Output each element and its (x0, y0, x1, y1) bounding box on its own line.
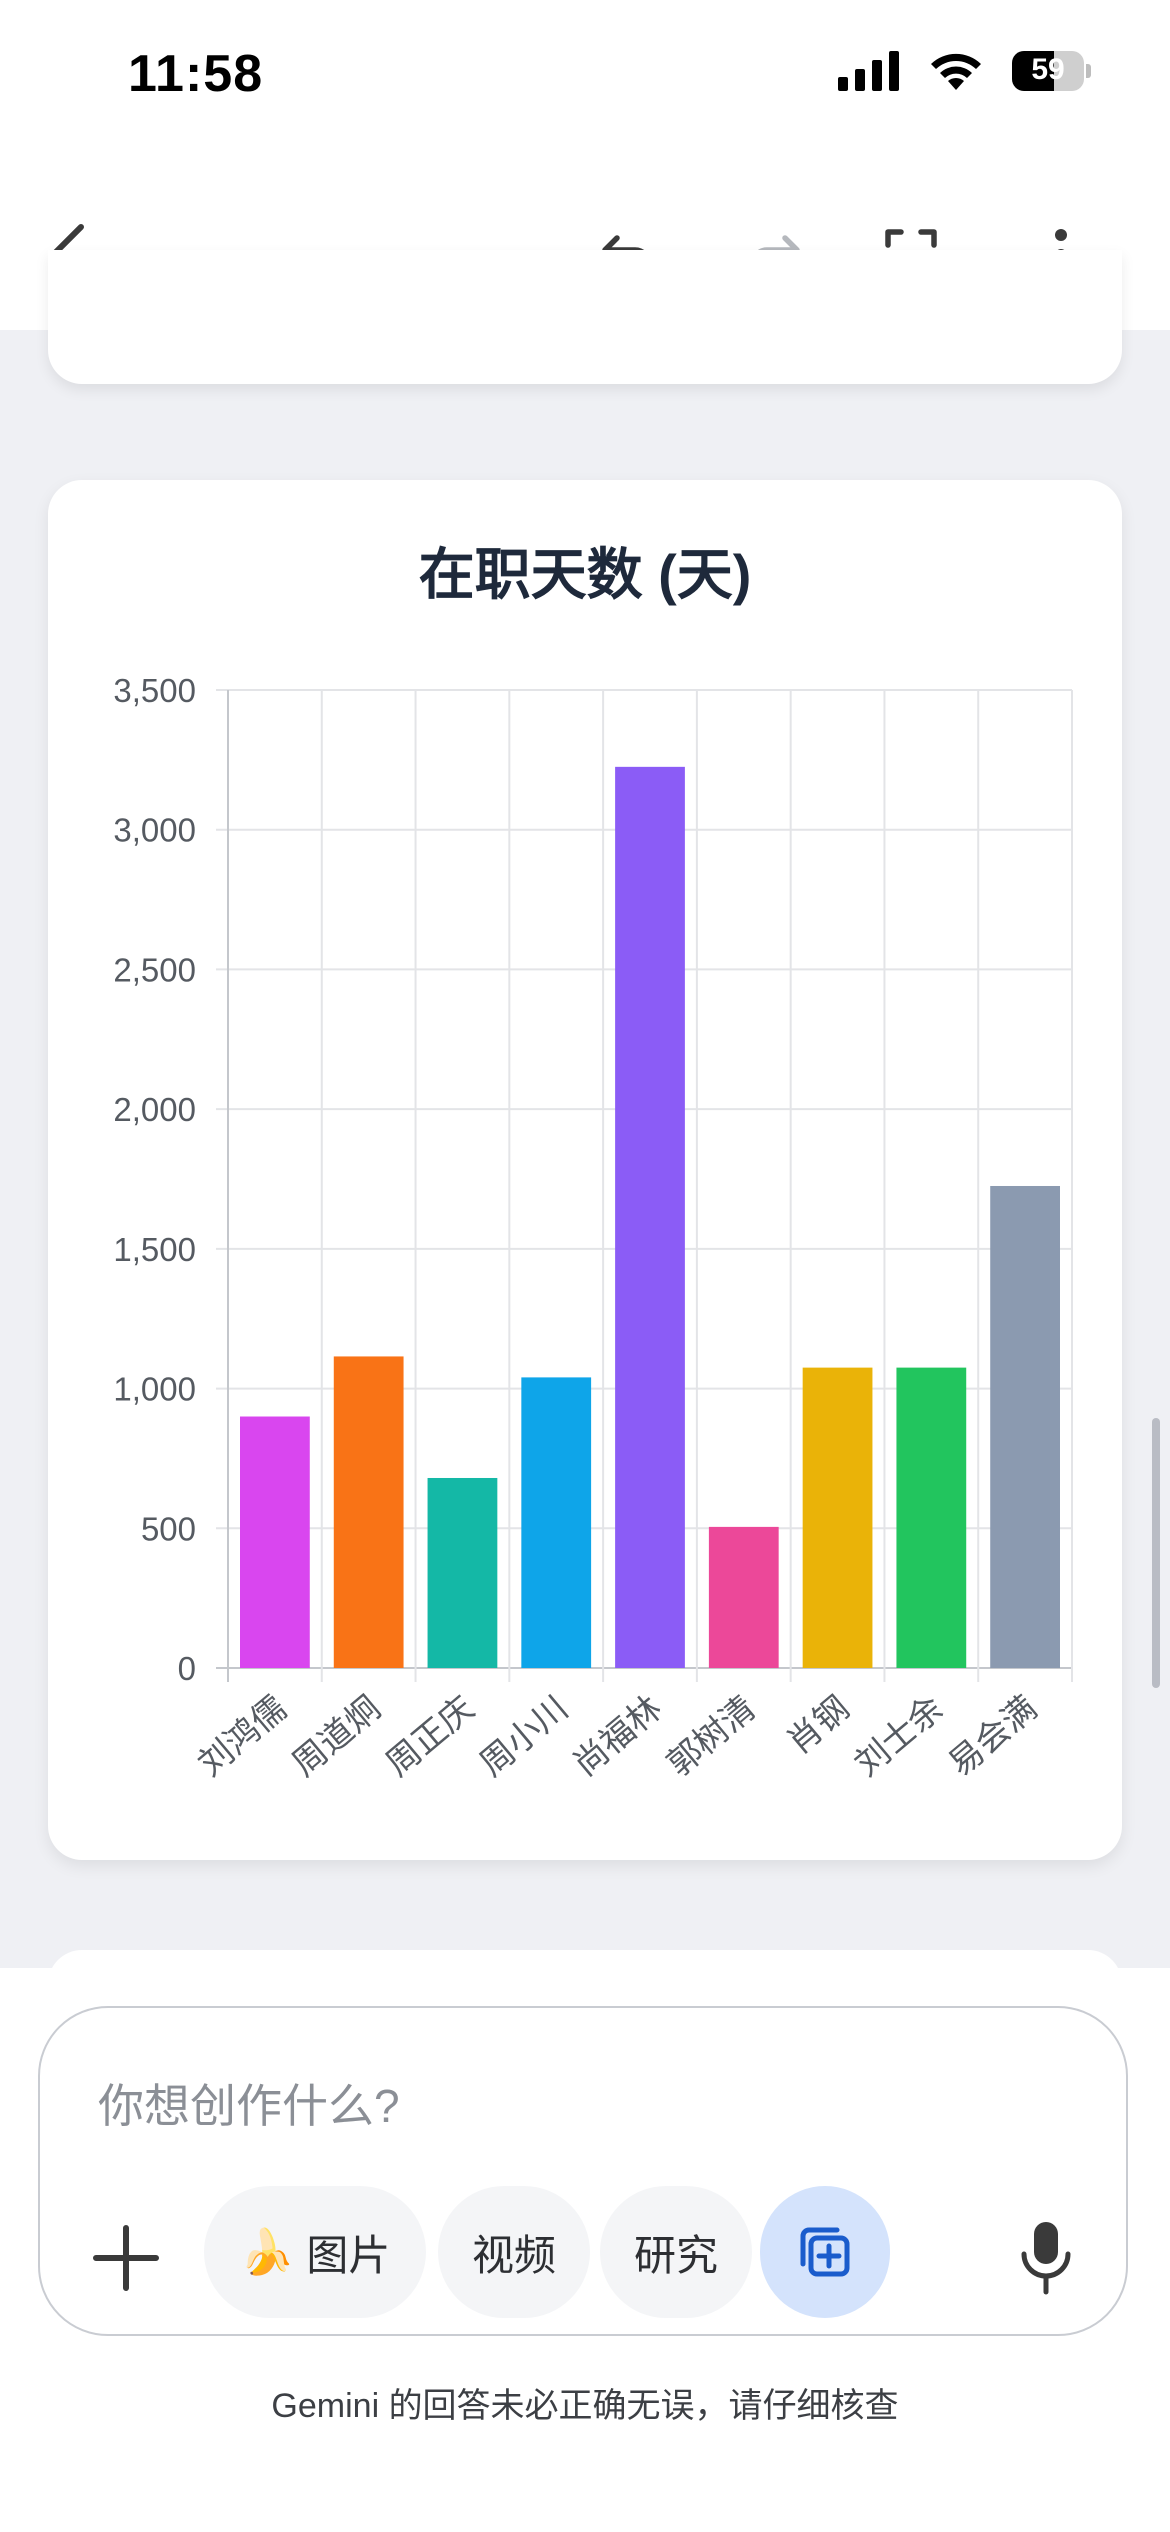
bar (240, 1416, 310, 1668)
bar (521, 1377, 592, 1668)
bar (990, 1185, 1060, 1668)
y-tick-label: 2,000 (113, 1091, 196, 1128)
canvas-add-icon (800, 2227, 850, 2277)
fullscreen-icon (885, 229, 937, 281)
previous-card (48, 250, 1122, 384)
microphone-button[interactable] (1016, 2218, 1076, 2298)
y-tick-label: 2,500 (113, 951, 196, 988)
bar (427, 1477, 498, 1668)
y-tick-label: 0 (178, 1650, 196, 1687)
scrollbar[interactable] (1152, 1418, 1160, 1688)
disclaimer-text: Gemini 的回答未必正确无误，请仔细核查 (271, 2387, 899, 2425)
banana-icon: 🍌 (239, 2228, 295, 2277)
plus-icon (93, 2225, 159, 2291)
image-chip[interactable]: 🍌 图片 (204, 2186, 426, 2318)
bar (708, 1526, 779, 1668)
research-chip[interactable]: 研究 (600, 2186, 752, 2318)
y-tick-label: 3,500 (113, 672, 196, 709)
video-chip[interactable]: 视频 (438, 2186, 590, 2318)
bar (333, 1356, 404, 1668)
bar-chart: 0 500 1,000 1,500 2,000 2,500 3,000 3,500 刘鸿儒周道炯… (113, 672, 1073, 1784)
status-time: 11:58 (128, 45, 264, 103)
add-button[interactable] (88, 2220, 164, 2296)
bar (802, 1367, 873, 1668)
y-tick-label: 500 (141, 1510, 196, 1547)
prompt-placeholder[interactable]: 你想创作什么? (98, 2080, 400, 2132)
x-tick-label: 尚福林 (567, 1689, 670, 1784)
x-tick-label: 刘士余 (848, 1689, 951, 1784)
chart-title: 在职天数 (天) (418, 543, 752, 606)
x-tick-label: 肖钢 (780, 1689, 857, 1762)
microphone-icon (1021, 2222, 1071, 2295)
x-tick-label: 郭树清 (660, 1689, 763, 1784)
wifi-icon (931, 53, 981, 90)
y-tick-label: 1,500 (113, 1231, 196, 1268)
y-tick-label: 3,000 (113, 812, 196, 849)
research-chip-label: 研究 (633, 2231, 718, 2279)
x-tick-label: 刘鸿儒 (191, 1689, 294, 1784)
bar (896, 1367, 967, 1668)
prompt-input[interactable] (38, 2006, 1128, 2336)
x-tick-label: 易会满 (942, 1689, 1045, 1784)
video-chip-label: 视频 (471, 2231, 556, 2279)
x-tick-label: 周正庆 (379, 1689, 482, 1784)
bar (615, 766, 685, 1668)
y-tick-label: 1,000 (113, 1371, 196, 1408)
battery-level: 59 (1031, 53, 1065, 86)
x-tick-label: 周道炯 (285, 1689, 388, 1784)
battery-icon: 59 (1012, 51, 1091, 91)
canvas-chip[interactable] (760, 2186, 890, 2318)
cellular-signal-icon (838, 51, 899, 91)
status-icons: 59 (838, 50, 1091, 92)
fullscreen-button[interactable] (866, 210, 956, 300)
x-tick-label: 周小川 (473, 1689, 576, 1784)
image-chip-label: 图片 (306, 2231, 391, 2279)
